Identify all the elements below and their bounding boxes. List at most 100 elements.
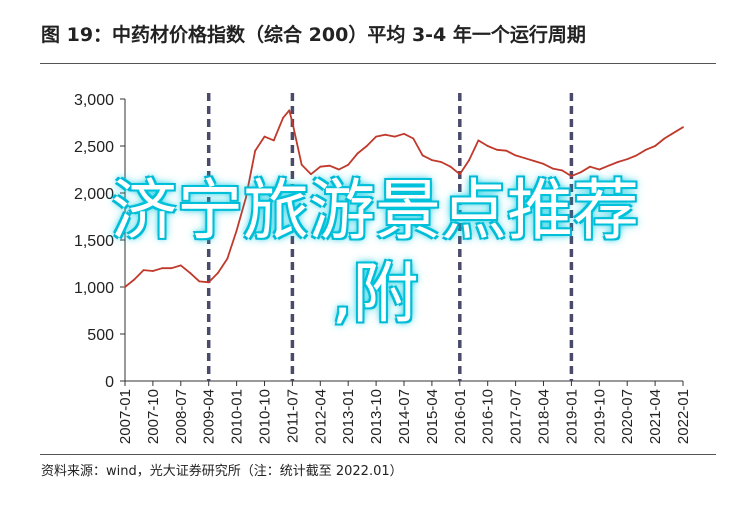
data-point [338, 168, 340, 171]
data-point [542, 163, 545, 165]
data-point [477, 139, 480, 142]
data-point [589, 165, 591, 168]
data-point [347, 163, 350, 166]
data-point [403, 132, 405, 135]
cycle-markers [206, 93, 574, 381]
data-point [458, 173, 461, 176]
x-tick-label: 2013-01 [340, 389, 357, 444]
data-point [440, 161, 443, 163]
x-tick-label: 2011-07 [284, 389, 301, 443]
data-point [561, 169, 563, 172]
data-point [598, 168, 601, 171]
x-tick-label: 2008-07 [173, 389, 190, 444]
chart-title: 图 19：中药材价格指数（综合 200）平均 3-4 年一个运行周期 [41, 24, 586, 46]
data-point [579, 171, 582, 174]
source-note: 资料来源：wind，光大证券研究所（注：统计截至 2022.01） [41, 464, 403, 479]
data-point [133, 278, 136, 281]
watermark-line-1: 济宁旅游景点推荐 [111, 172, 639, 249]
x-tick-label: 2015-04 [424, 389, 441, 444]
top-rule [40, 63, 716, 64]
data-point [226, 257, 229, 260]
x-tick-label: 2014-07 [396, 389, 413, 444]
x-tick-label: 2019-01 [563, 389, 580, 444]
y-tick-label: 3,000 [74, 92, 114, 109]
data-point [179, 264, 182, 267]
x-tick-label: 2020-07 [619, 389, 636, 444]
x-tick-label: 2012-04 [312, 389, 329, 444]
data-point [654, 145, 656, 147]
data-point [514, 154, 517, 157]
data-point [272, 139, 275, 142]
data-point [207, 281, 210, 284]
y-tick-label: 1,500 [74, 233, 114, 250]
data-point [245, 196, 247, 199]
x-tick-label: 2017-07 [508, 389, 525, 444]
x-tick-label: 2010-01 [229, 389, 246, 444]
data-point [310, 173, 312, 176]
watermark-line-2: ,附 [331, 254, 419, 332]
data-point [496, 148, 498, 151]
x-tick-label: 2010-10 [257, 389, 274, 444]
data-point [421, 154, 424, 157]
data-point [486, 145, 489, 147]
x-tick-label: 2009-04 [201, 389, 218, 444]
data-point [644, 148, 647, 151]
data-point [152, 270, 154, 272]
data-point [198, 280, 201, 283]
data-point [142, 269, 145, 271]
series-line [124, 109, 684, 288]
data-point [626, 158, 629, 161]
data-point [319, 165, 322, 168]
bottom-rule [40, 454, 716, 455]
data-point [365, 145, 368, 147]
data-point [217, 272, 219, 274]
data-point [300, 163, 303, 166]
watermark-overlay: 济宁旅游景点推荐 ,附 [0, 170, 750, 335]
data-point [393, 135, 396, 138]
data-point [468, 159, 470, 162]
data-point [505, 149, 508, 152]
y-tick-label: 2,000 [74, 186, 114, 203]
y-tick-label: 500 [87, 327, 114, 344]
data-point [291, 121, 294, 124]
data-point [263, 135, 266, 138]
data-point [282, 116, 284, 119]
data-point [551, 167, 554, 170]
data-point [449, 165, 452, 168]
data-point [254, 149, 257, 152]
data-point [288, 109, 291, 112]
data-point [375, 135, 377, 138]
y-tick-label: 1,000 [74, 280, 114, 297]
data-point [235, 229, 238, 232]
x-tick-label: 2018-04 [536, 389, 553, 444]
data-point [161, 267, 164, 270]
data-point [682, 126, 684, 129]
plot-series [124, 109, 684, 288]
x-tick-label: 2013-10 [368, 389, 385, 444]
x-tick-label: 2007-10 [145, 389, 162, 444]
x-tick-label: 2021-04 [647, 389, 664, 444]
tick-labels: 0 500 1,000 1,500 2,000 2,500 3,000 2007-01 2007… [74, 92, 692, 444]
data-point [431, 159, 433, 162]
x-tick-label: 2007-01 [117, 389, 134, 444]
data-point [170, 267, 173, 270]
data-point [356, 152, 359, 155]
x-tick-label: 2016-01 [452, 389, 469, 444]
data-point [663, 137, 666, 140]
x-tick-label: 2022-01 [675, 389, 692, 444]
data-point [570, 175, 573, 178]
y-tick-label: 0 [105, 374, 114, 391]
x-tick-label: 2019-10 [591, 389, 608, 444]
y-tick-label: 2,500 [74, 139, 114, 156]
x-tick-label: 2016-10 [480, 389, 497, 444]
data-point [524, 157, 526, 160]
data-point [533, 160, 536, 162]
data-point [189, 272, 192, 274]
data-point [607, 164, 610, 167]
data-point [672, 131, 675, 134]
data-point [328, 164, 331, 167]
data-point [617, 161, 619, 163]
data-point [412, 137, 415, 140]
data-point [384, 133, 387, 136]
